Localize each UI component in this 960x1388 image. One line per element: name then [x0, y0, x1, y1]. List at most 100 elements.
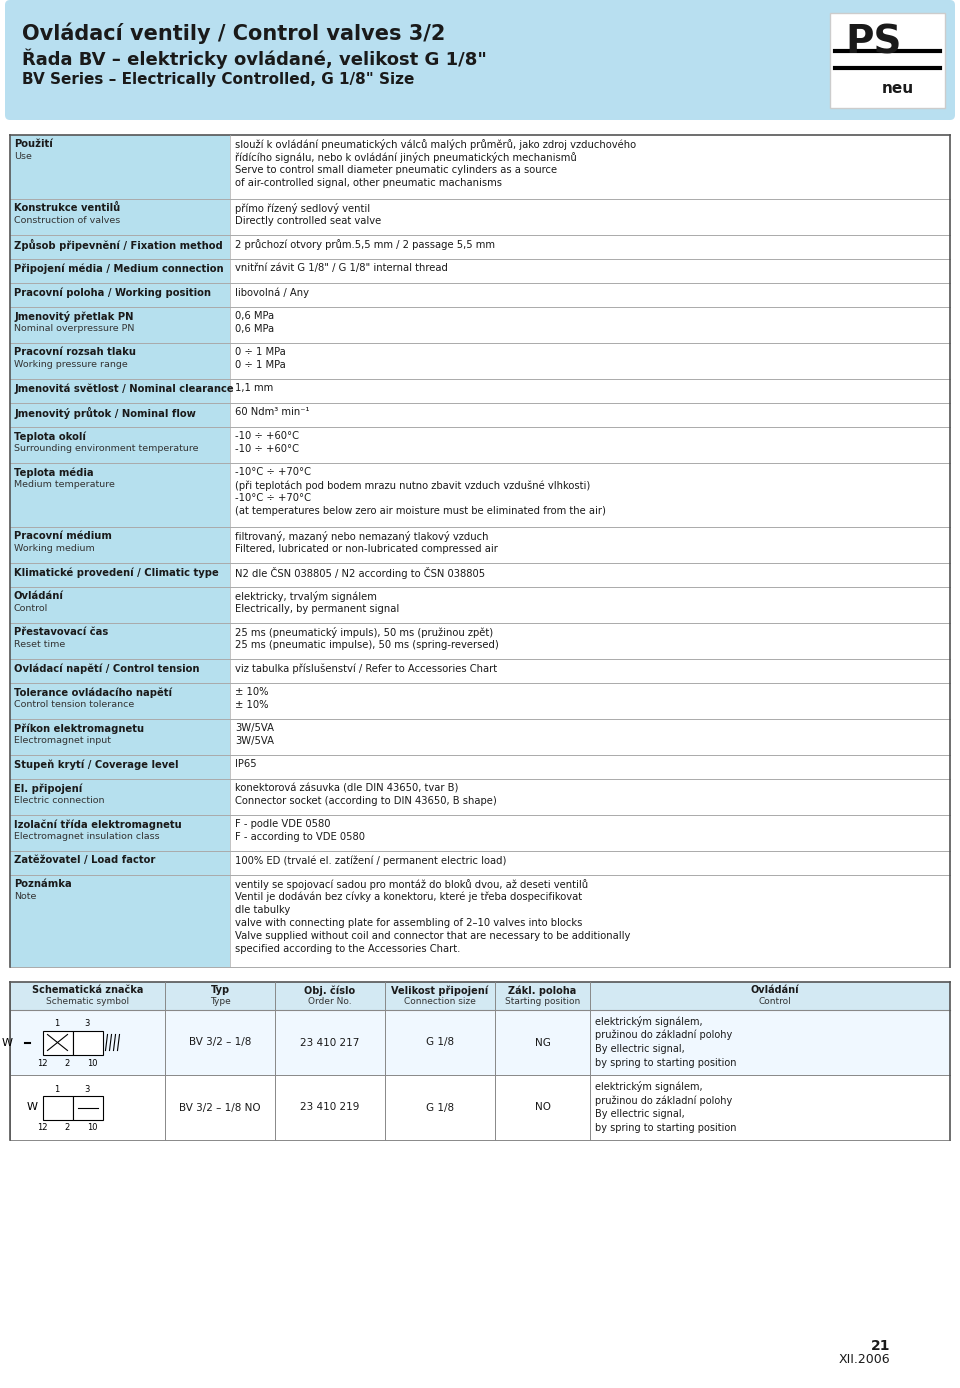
Text: Pracovní rozsah tlaku: Pracovní rozsah tlaku	[14, 347, 136, 357]
Text: 2: 2	[65, 1123, 70, 1133]
Bar	[10, 683, 230, 719]
Text: By ellectric signal,: By ellectric signal,	[595, 1044, 684, 1053]
Text: Typ: Typ	[210, 985, 229, 995]
Text: Filtered, lubricated or non-lubricated compressed air: Filtered, lubricated or non-lubricated c…	[235, 544, 498, 554]
Text: 25 ms (pneumatický impuls), 50 ms (pružinou zpět): 25 ms (pneumatický impuls), 50 ms (pruži…	[235, 627, 493, 638]
Text: 23 410 219: 23 410 219	[300, 1102, 360, 1113]
Text: Použití: Použití	[14, 139, 53, 149]
Text: Ovládání: Ovládání	[14, 591, 64, 601]
Bar	[10, 851, 230, 874]
Text: Schematická značka: Schematická značka	[32, 985, 143, 995]
Text: F - according to VDE 0580: F - according to VDE 0580	[235, 831, 365, 843]
Text: Příkon elektromagnetu: Příkon elektromagnetu	[14, 723, 144, 733]
Bar	[10, 464, 230, 527]
Bar	[10, 755, 230, 779]
Text: ± 10%: ± 10%	[235, 700, 269, 711]
Text: 1: 1	[54, 1020, 60, 1029]
Text: 0 ÷ 1 MPa: 0 ÷ 1 MPa	[235, 347, 286, 357]
Text: Use: Use	[14, 153, 32, 161]
Text: Ovládací ventily / Control valves 3/2: Ovládací ventily / Control valves 3/2	[22, 22, 445, 43]
Text: 3: 3	[84, 1084, 89, 1094]
Bar	[10, 307, 230, 343]
Text: 12: 12	[37, 1059, 48, 1067]
Bar	[42, 1030, 73, 1055]
Text: Způsob připevnění / Fixation method: Způsob připevnění / Fixation method	[14, 239, 223, 251]
Text: filtrovaný, mazaný nebo nemazaný tlakový vzduch: filtrovaný, mazaný nebo nemazaný tlakový…	[235, 532, 489, 541]
Text: Control tension tolerance: Control tension tolerance	[14, 700, 134, 709]
Text: Schematic symbol: Schematic symbol	[46, 997, 129, 1006]
Bar	[42, 1095, 73, 1120]
Text: Electromagnet input: Electromagnet input	[14, 736, 111, 745]
Bar	[10, 874, 230, 967]
Text: (at temperatures below zero air moisture must be eliminated from the air): (at temperatures below zero air moisture…	[235, 507, 606, 516]
Text: konektorová zásuvka (dle DIN 43650, tvar B): konektorová zásuvka (dle DIN 43650, tvar…	[235, 783, 458, 793]
Text: Note: Note	[14, 892, 36, 901]
Text: 100% ED (trvalé el. zatížení / permanent electric load): 100% ED (trvalé el. zatížení / permanent…	[235, 855, 506, 866]
Bar	[830, 12, 945, 108]
Text: Přestavovací čas: Přestavovací čas	[14, 627, 108, 637]
Text: W: W	[2, 1037, 12, 1048]
Text: řídícího signálu, nebo k ovládání jiných pneumatických mechanismů: řídícího signálu, nebo k ovládání jiných…	[235, 153, 577, 162]
Text: Working pressure range: Working pressure range	[14, 359, 128, 369]
Bar	[10, 1010, 950, 1074]
Text: BV Series – Electrically Controlled, G 1/8" Size: BV Series – Electrically Controlled, G 1…	[22, 72, 415, 87]
Text: 12: 12	[37, 1123, 48, 1133]
Text: Konstrukce ventilů: Konstrukce ventilů	[14, 203, 120, 214]
Bar	[10, 283, 230, 307]
Bar	[10, 198, 230, 235]
Text: Teplota média: Teplota média	[14, 466, 94, 477]
Text: Nominal overpressure PN: Nominal overpressure PN	[14, 323, 134, 333]
Text: Stupeň krytí / Coverage level: Stupeň krytí / Coverage level	[14, 759, 179, 769]
Text: 25 ms (pneumatic impulse), 50 ms (spring-reversed): 25 ms (pneumatic impulse), 50 ms (spring…	[235, 640, 499, 650]
Text: Control: Control	[758, 997, 791, 1006]
Text: specified according to the Accessories Chart.: specified according to the Accessories C…	[235, 944, 461, 954]
Bar	[10, 779, 230, 815]
Text: pružinou do základní polohy: pružinou do základní polohy	[595, 1095, 732, 1105]
Text: of air-controlled signal, other pneumatic machanisms: of air-controlled signal, other pneumati…	[235, 178, 502, 187]
Text: BV 3/2 – 1/8 NO: BV 3/2 – 1/8 NO	[180, 1102, 261, 1113]
Text: Electric connection: Electric connection	[14, 795, 105, 805]
Text: Tolerance ovládacího napětí: Tolerance ovládacího napětí	[14, 687, 172, 698]
Bar	[10, 623, 230, 659]
Text: Obj. číslo: Obj. číslo	[304, 985, 355, 995]
Text: 2: 2	[65, 1059, 70, 1067]
Text: Control: Control	[14, 604, 48, 613]
Text: Reset time: Reset time	[14, 640, 65, 650]
Text: 1: 1	[54, 1084, 60, 1094]
Text: 0,6 MPa: 0,6 MPa	[235, 323, 275, 335]
Text: NO: NO	[535, 1102, 550, 1113]
Text: Type: Type	[209, 997, 230, 1006]
Text: 10: 10	[87, 1123, 98, 1133]
Text: G 1/8: G 1/8	[426, 1102, 454, 1113]
Text: 0,6 MPa: 0,6 MPa	[235, 311, 275, 321]
Bar	[73, 1095, 103, 1120]
Bar	[10, 135, 230, 198]
Text: Jmenovitý průtok / Nominal flow: Jmenovitý průtok / Nominal flow	[14, 407, 196, 419]
Text: Zatěžovatel / Load factor: Zatěžovatel / Load factor	[14, 855, 156, 865]
Text: Ovládání: Ovládání	[751, 985, 800, 995]
Text: Working medium: Working medium	[14, 544, 95, 552]
Text: -10°C ÷ +70°C: -10°C ÷ +70°C	[235, 493, 311, 502]
Text: By ellectric signal,: By ellectric signal,	[595, 1109, 684, 1119]
Text: W: W	[27, 1102, 37, 1113]
Text: 21: 21	[871, 1339, 890, 1353]
Text: 23 410 217: 23 410 217	[300, 1037, 360, 1048]
Text: Teplota okolí: Teplota okolí	[14, 432, 85, 441]
Bar	[10, 981, 950, 1010]
Text: slouží k ovládání pneumatických válců malých průměrů, jako zdroj vzduchového: slouží k ovládání pneumatických válců ma…	[235, 139, 636, 150]
Text: 60 Ndm³ min⁻¹: 60 Ndm³ min⁻¹	[235, 407, 309, 416]
Bar	[10, 403, 230, 428]
FancyBboxPatch shape	[5, 0, 955, 119]
Text: -10 ÷ +60°C: -10 ÷ +60°C	[235, 444, 299, 454]
Bar	[10, 659, 230, 683]
Text: Připojení média / Medium connection: Připojení média / Medium connection	[14, 262, 224, 273]
Text: IP65: IP65	[235, 759, 256, 769]
Text: PS: PS	[845, 24, 901, 61]
Text: Directly controlled seat valve: Directly controlled seat valve	[235, 217, 381, 226]
Text: ventily se spojovací sadou pro montáž do bloků dvou, až deseti ventilů: ventily se spojovací sadou pro montáž do…	[235, 879, 588, 890]
Text: G 1/8: G 1/8	[426, 1037, 454, 1048]
Text: viz tabulka příslušenství / Refer to Accessories Chart: viz tabulka příslušenství / Refer to Acc…	[235, 663, 497, 673]
Text: Pracovní poloha / Working position: Pracovní poloha / Working position	[14, 287, 211, 297]
Text: Electrically, by permanent signal: Electrically, by permanent signal	[235, 604, 399, 613]
Text: 2 průchozí otvory prům.5,5 mm / 2 passage 5,5 mm: 2 průchozí otvory prům.5,5 mm / 2 passag…	[235, 239, 495, 250]
